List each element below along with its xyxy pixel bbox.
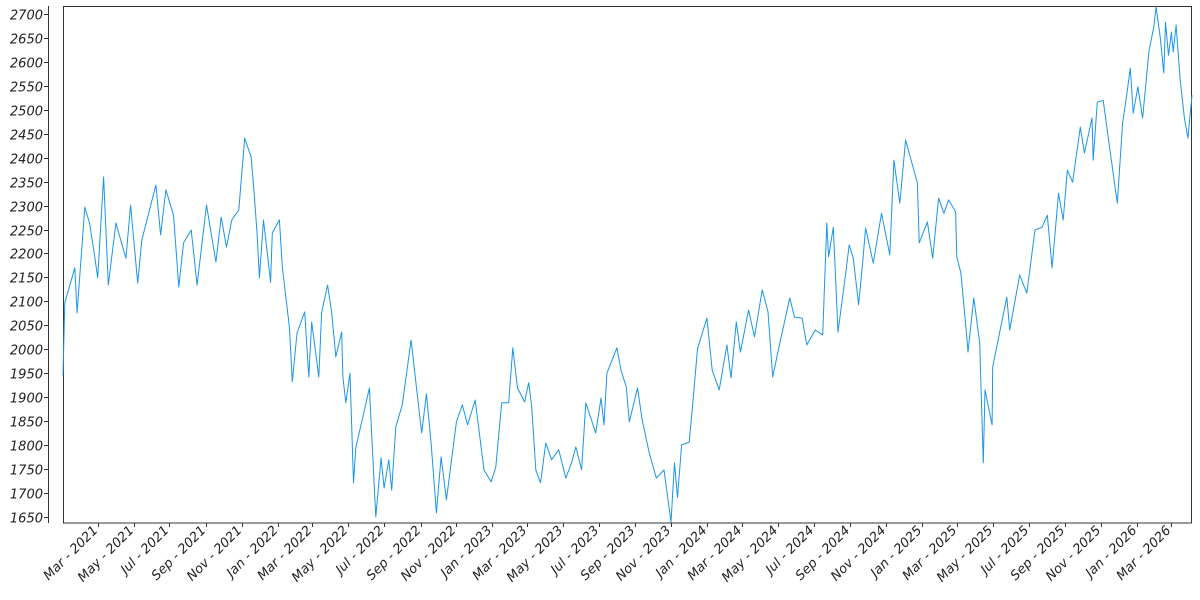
plot-frame (63, 6, 1192, 524)
y-axis: 1650 1700 1750 1800 1850 1900 1950 2000 2050 2100… (10, 9, 48, 527)
y-tick-label: 2600 (10, 57, 43, 72)
y-tick-label: 2050 (10, 320, 43, 335)
y-tick-label: 1950 (10, 368, 43, 383)
y-tick-label: 2650 (10, 33, 43, 48)
y-tick-label: 2400 (10, 153, 43, 168)
y-tick-label: 2250 (10, 225, 43, 240)
y-tick-label: 2500 (10, 105, 43, 120)
y-tick-label: 1650 (10, 512, 43, 527)
y-tick-label: 2350 (10, 177, 43, 192)
y-tick-label: 2100 (10, 296, 43, 311)
y-tick-label: 2450 (10, 129, 43, 144)
y-tick-label: 1800 (10, 440, 43, 455)
y-tick-label: 1900 (10, 392, 43, 407)
y-tick-label: 2200 (10, 248, 43, 263)
series-line (62, 6, 1193, 523)
y-tick-label: 2300 (10, 201, 43, 216)
y-tick-label: 1700 (10, 488, 43, 503)
y-tick-label: 2150 (10, 272, 43, 287)
y-tick-label: 2700 (10, 9, 43, 24)
y-tick-label: 2550 (10, 81, 43, 96)
y-tick-label: 1750 (10, 464, 43, 479)
y-tick-label: 2000 (10, 344, 43, 359)
y-tick-label: 1850 (10, 416, 43, 431)
